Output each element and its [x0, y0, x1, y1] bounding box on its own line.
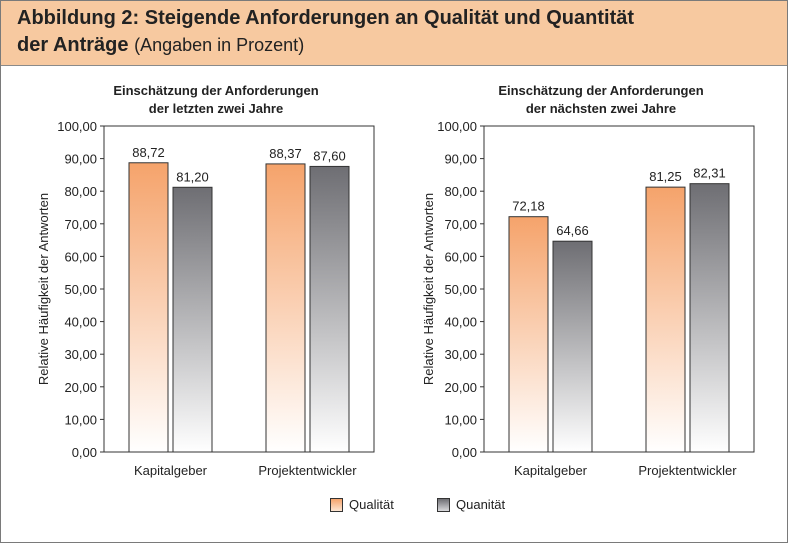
chart2-bar-quanitaet — [552, 240, 593, 453]
chart2-title-line1: Einschätzung der Anforderungen — [498, 83, 703, 98]
figure-title: Abbildung 2: Steigende Anforderungen an … — [17, 7, 635, 29]
chart1-data-label: 87,60 — [313, 148, 346, 163]
figure-subtitle: (Angaben in Prozent) — [134, 35, 305, 55]
chart2-y-tick-label: 10,00 — [444, 412, 477, 427]
chart1-y-tick-label: 70,00 — [64, 217, 97, 232]
chart2-y-tick-label: 0,00 — [452, 445, 477, 460]
chart2-data-label: 72,18 — [512, 199, 545, 214]
chart1-data-label: 81,20 — [176, 169, 209, 184]
chart2-y-tick-label: 90,00 — [444, 152, 477, 167]
chart1-data-label: 88,72 — [132, 145, 165, 160]
chart1-y-tick-label: 100,00 — [57, 119, 97, 134]
chart1-category-label: Kapitalgeber — [134, 463, 208, 478]
chart2-data-label: 82,31 — [693, 166, 726, 181]
chart2-bar-quanitaet — [689, 183, 730, 453]
chart1-bar-qualitaet — [128, 162, 169, 453]
legend-label-qualitaet: Qualität — [349, 497, 394, 512]
figure-title-line2: der Anträge (Angaben in Prozent) — [17, 34, 304, 57]
chart2-y-axis-label: Relative Häufigkeit der Antworten — [421, 193, 436, 385]
chart2-y-tick-label: 40,00 — [444, 315, 477, 330]
chart1-title-line1: Einschätzung der Anforderungen — [113, 83, 318, 98]
chart1-y-tick-label: 90,00 — [64, 152, 97, 167]
legend-swatch-qualitaet — [330, 497, 343, 512]
chart1-bar-quanitaet — [309, 165, 350, 453]
chart1-title-line2: der letzten zwei Jahre — [149, 101, 283, 116]
chart1-y-tick-label: 40,00 — [64, 315, 97, 330]
figure-title-bold: der Anträge — [17, 34, 129, 56]
chart2-data-label: 64,66 — [556, 223, 589, 238]
chart1-y-tick-label: 60,00 — [64, 249, 97, 264]
chart2-y-tick-label: 80,00 — [444, 184, 477, 199]
chart2-category-label: Kapitalgeber — [514, 463, 588, 478]
chart2-y-tick-label: 60,00 — [444, 249, 477, 264]
chart1-category-label: Projektentwickler — [258, 463, 357, 478]
chart2-data-label: 81,25 — [649, 169, 682, 184]
chart2-y-tick-label: 30,00 — [444, 347, 477, 362]
legend-swatch-quanitaet — [437, 497, 450, 512]
chart1-data-label: 88,37 — [269, 146, 302, 161]
chart2-bar-qualitaet — [508, 216, 549, 453]
chart1-y-tick-label: 80,00 — [64, 184, 97, 199]
chart1-y-tick-label: 50,00 — [64, 282, 97, 297]
chart1-y-tick-label: 0,00 — [72, 445, 97, 460]
figure-header: Abbildung 2: Steigende Anforderungen an … — [1, 1, 787, 66]
chart1-y-tick-label: 20,00 — [64, 380, 97, 395]
legend-item-qualitaet: Qualität — [330, 497, 394, 512]
chart2-bar-qualitaet — [645, 186, 686, 453]
legend-label-quanitaet: Quanität — [456, 497, 506, 512]
chart2-y-tick-label: 70,00 — [444, 217, 477, 232]
chart1-bar-qualitaet — [265, 163, 306, 453]
chart1-y-axis-label: Relative Häufigkeit der Antworten — [36, 193, 51, 385]
chart1-bar-quanitaet — [172, 186, 213, 453]
chart2-y-tick-label: 100,00 — [437, 119, 477, 134]
chart2-category-label: Projektentwickler — [638, 463, 737, 478]
legend-item-quanitaet: Quanität — [437, 497, 505, 512]
chart2-title-line2: der nächsten zwei Jahre — [526, 101, 676, 116]
chart2-y-tick-label: 20,00 — [444, 380, 477, 395]
chart2-y-tick-label: 50,00 — [444, 282, 477, 297]
chart1-y-tick-label: 30,00 — [64, 347, 97, 362]
chart1-y-tick-label: 10,00 — [64, 412, 97, 427]
